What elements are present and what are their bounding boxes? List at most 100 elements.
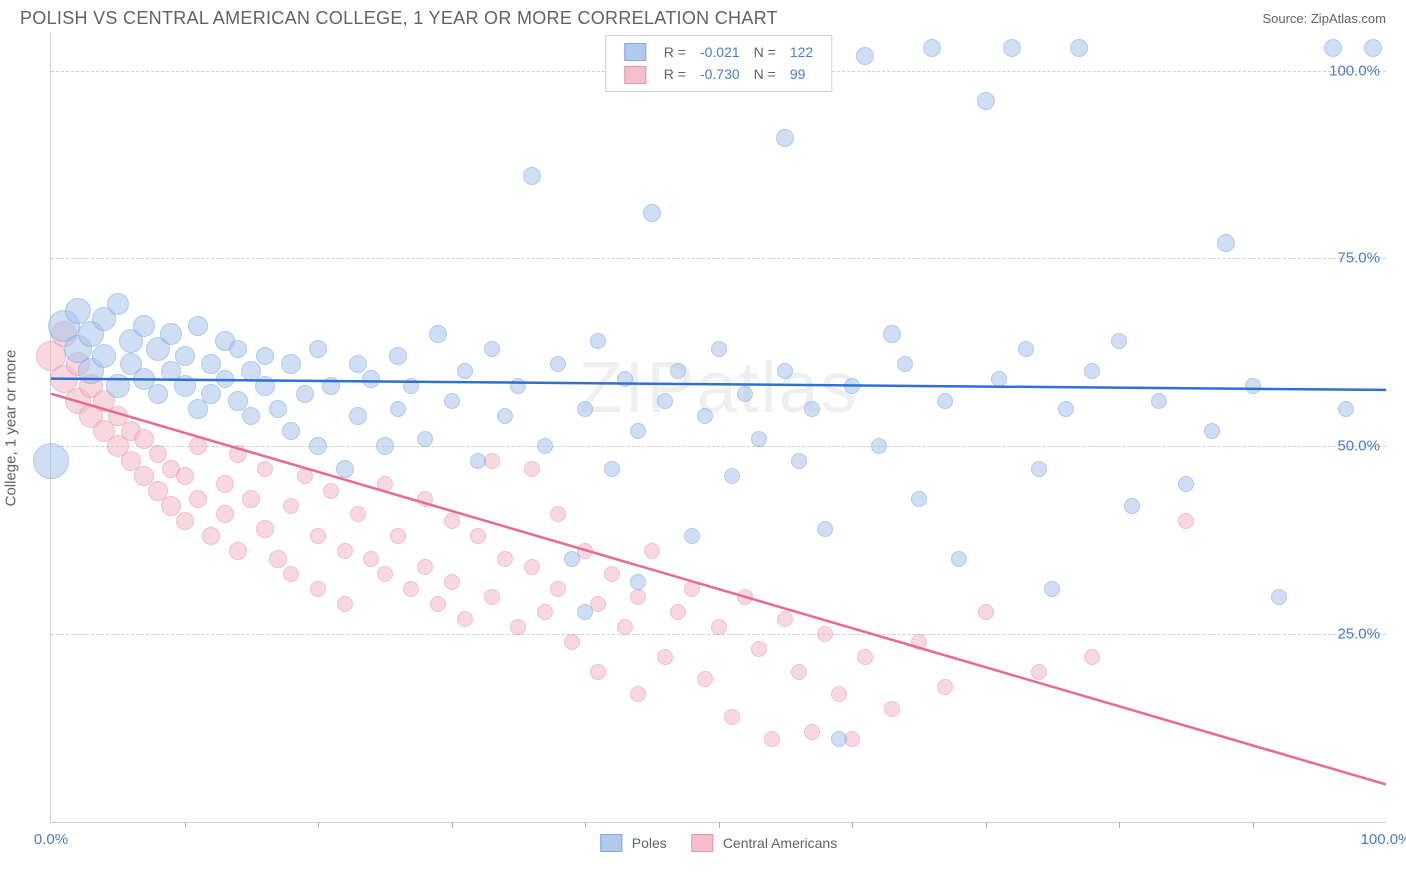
data-point-poles	[1003, 39, 1021, 57]
data-point-central	[657, 649, 673, 665]
x-tick-mark	[986, 822, 987, 828]
data-point-central	[216, 475, 234, 493]
data-point-poles	[817, 521, 833, 537]
data-point-poles	[309, 437, 327, 455]
data-point-poles	[349, 355, 367, 373]
data-point-central	[564, 634, 580, 650]
data-point-poles	[937, 393, 953, 409]
data-point-central	[176, 512, 194, 530]
data-point-poles	[1324, 39, 1342, 57]
data-point-central	[831, 686, 847, 702]
data-point-poles	[107, 293, 129, 315]
data-point-poles	[1018, 341, 1034, 357]
data-point-central	[337, 596, 353, 612]
n-label: N =	[748, 42, 782, 62]
data-point-poles	[1204, 423, 1220, 439]
data-point-poles	[590, 333, 606, 349]
data-point-poles	[791, 453, 807, 469]
data-point-poles	[1364, 39, 1382, 57]
data-point-poles	[256, 347, 274, 365]
data-point-central	[1084, 649, 1100, 665]
swatch-poles	[624, 43, 646, 61]
x-tick-label: 0.0%	[34, 831, 68, 848]
series-label-poles: Poles	[632, 835, 667, 851]
swatch-central	[691, 834, 713, 852]
data-point-poles	[1151, 393, 1167, 409]
data-point-poles	[1124, 498, 1140, 514]
data-point-central	[751, 641, 767, 657]
data-point-poles	[175, 346, 195, 366]
n-value-central: 99	[784, 64, 819, 84]
data-point-poles	[871, 438, 887, 454]
n-value-poles: 122	[784, 42, 819, 62]
data-point-central	[323, 483, 339, 499]
data-point-central	[297, 468, 313, 484]
y-axis-label: College, 1 year or more	[3, 349, 20, 506]
y-tick-label: 50.0%	[1337, 438, 1380, 455]
x-tick-mark	[1253, 822, 1254, 828]
data-point-poles	[309, 340, 327, 358]
data-point-poles	[776, 129, 794, 147]
y-tick-label: 100.0%	[1329, 62, 1380, 79]
data-point-poles	[577, 401, 593, 417]
data-point-poles	[376, 437, 394, 455]
data-point-central	[403, 581, 419, 597]
data-point-poles	[1338, 401, 1354, 417]
data-point-poles	[106, 374, 130, 398]
data-point-central	[911, 634, 927, 650]
data-point-central	[430, 596, 446, 612]
data-point-poles	[1217, 234, 1235, 252]
data-point-poles	[923, 39, 941, 57]
r-label: R =	[658, 42, 692, 62]
data-point-central	[310, 581, 326, 597]
data-point-central	[724, 709, 740, 725]
data-point-poles	[457, 363, 473, 379]
data-point-central	[550, 506, 566, 522]
n-label: N =	[748, 64, 782, 84]
r-label: R =	[658, 64, 692, 84]
data-point-poles	[711, 341, 727, 357]
legend-row-poles: R = -0.021 N = 122	[618, 42, 819, 62]
swatch-central	[624, 66, 646, 84]
data-point-central	[457, 611, 473, 627]
data-point-poles	[523, 167, 541, 185]
data-point-poles	[160, 323, 182, 345]
data-point-central	[764, 731, 780, 747]
data-point-central	[363, 551, 379, 567]
data-point-central	[590, 664, 606, 680]
x-tick-mark	[318, 822, 319, 828]
data-point-central	[604, 566, 620, 582]
data-point-poles	[33, 443, 69, 479]
source-label: Source: ZipAtlas.com	[1262, 11, 1386, 26]
r-value-poles: -0.021	[694, 42, 746, 62]
data-point-central	[216, 505, 234, 523]
data-point-poles	[831, 731, 847, 747]
data-point-poles	[897, 356, 913, 372]
data-point-poles	[883, 325, 901, 343]
data-point-central	[377, 566, 393, 582]
data-point-poles	[604, 461, 620, 477]
gridline	[51, 446, 1386, 447]
data-point-poles	[1245, 378, 1261, 394]
data-point-central	[229, 542, 247, 560]
data-point-poles	[133, 315, 155, 337]
data-point-central	[711, 619, 727, 635]
data-point-central	[978, 604, 994, 620]
data-point-poles	[174, 375, 196, 397]
source-link[interactable]: ZipAtlas.com	[1311, 11, 1386, 26]
data-point-poles	[510, 378, 526, 394]
source-prefix: Source:	[1262, 11, 1310, 26]
data-point-poles	[269, 400, 287, 418]
data-point-central	[497, 551, 513, 567]
data-point-poles	[336, 460, 354, 478]
data-point-central	[256, 520, 274, 538]
data-point-poles	[417, 431, 433, 447]
data-point-central	[791, 664, 807, 680]
data-point-poles	[255, 376, 275, 396]
data-point-central	[537, 604, 553, 620]
data-point-central	[684, 581, 700, 597]
data-point-central	[617, 619, 633, 635]
y-tick-label: 25.0%	[1337, 626, 1380, 643]
x-tick-mark	[585, 822, 586, 828]
data-point-poles	[484, 341, 500, 357]
